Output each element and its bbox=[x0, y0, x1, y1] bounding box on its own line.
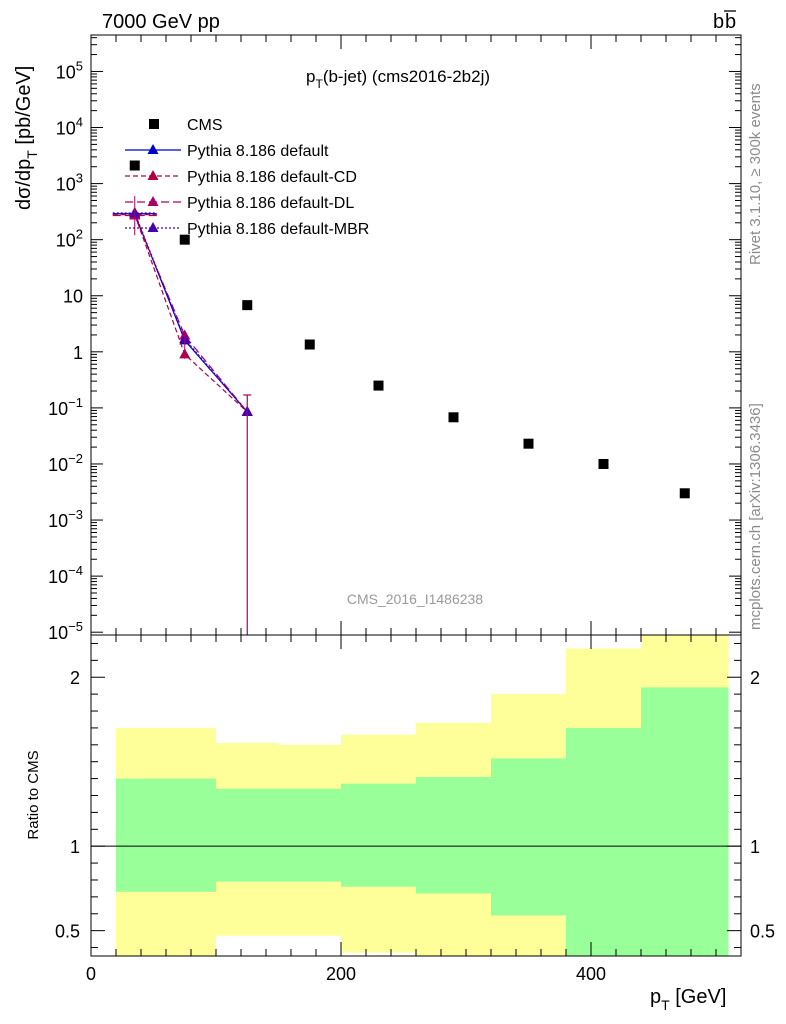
y-tick-label: 1 bbox=[73, 343, 83, 363]
ratio-band-inner bbox=[116, 778, 216, 892]
cms-point bbox=[523, 438, 534, 449]
series-line bbox=[134, 214, 248, 413]
mcplots-label: mcplots.cern.ch [arXiv:1306.3436] bbox=[747, 403, 764, 630]
legend-swatch bbox=[149, 119, 159, 129]
ratio-band-inner bbox=[341, 783, 416, 887]
ratio-y-axis-label: Ratio to CMS bbox=[25, 750, 42, 839]
y-tick-label: 105 bbox=[56, 58, 83, 82]
legend-label: Pythia 8.186 default-MBR bbox=[187, 221, 369, 238]
cms-point bbox=[679, 488, 690, 499]
x-tick-label: 0 bbox=[86, 964, 96, 984]
y-tick-label: 10−1 bbox=[48, 395, 83, 419]
main-panel: pT(b-jet) (cms2016-2b2j) CMS_2016_I14862… bbox=[13, 34, 742, 643]
legend-swatch-marker bbox=[147, 144, 159, 154]
legend-swatch-marker bbox=[147, 196, 159, 206]
x-tick-label: 200 bbox=[326, 964, 356, 984]
series-line bbox=[134, 213, 248, 413]
ratio-y-tick-label: 1 bbox=[70, 837, 80, 857]
energy-label: 7000 GeV pp bbox=[102, 11, 220, 33]
cms-point bbox=[179, 234, 190, 245]
cms-point bbox=[304, 339, 315, 350]
ratio-bands bbox=[116, 635, 729, 956]
legend-item: Pythia 8.186 default bbox=[125, 143, 329, 160]
cms-point bbox=[598, 458, 609, 469]
plot-title: pT(b-jet) (cms2016-2b2j) bbox=[306, 67, 490, 91]
legend-label: CMS bbox=[187, 117, 223, 134]
process-label: b b bbox=[713, 10, 736, 33]
ratio-panel: 0.5 0.5 1 1 2 2 0 200 400 Ratio to CMS pT [GeV] bbox=[25, 634, 775, 1013]
ratio-y-tick-label-right: 1 bbox=[750, 837, 760, 857]
y-tick-label: 103 bbox=[56, 171, 83, 195]
ratio-y-tick-label: 0.5 bbox=[55, 922, 80, 942]
legend-item: Pythia 8.186 default-DL bbox=[125, 195, 354, 212]
legend-item: Pythia 8.186 default-MBR bbox=[125, 221, 369, 238]
main-series bbox=[112, 196, 253, 635]
legend-label: Pythia 8.186 default-DL bbox=[187, 195, 354, 212]
legend: CMS Pythia 8.186 default Pythia 8.186 defa… bbox=[125, 117, 369, 238]
cms-point bbox=[242, 300, 253, 311]
y-tick-label: 10−3 bbox=[48, 507, 83, 531]
ratio-band-inner bbox=[216, 788, 279, 882]
legend-label: Pythia 8.186 default-CD bbox=[187, 169, 357, 186]
y-axis-label: dσ/dpT [pb/GeV] bbox=[13, 66, 40, 210]
cms-point bbox=[448, 412, 459, 423]
analysis-watermark: CMS_2016_I1486238 bbox=[347, 591, 483, 607]
ratio-band-inner bbox=[566, 727, 641, 956]
cms-point bbox=[373, 380, 384, 391]
cms-point bbox=[129, 160, 140, 171]
ratio-y-tick-label-right: 0.5 bbox=[750, 922, 775, 942]
legend-swatch-marker bbox=[147, 170, 159, 180]
ratio-band-inner bbox=[491, 758, 566, 916]
ratio-band-inner bbox=[416, 776, 491, 894]
y-tick-label: 10−5 bbox=[48, 619, 83, 643]
series-line bbox=[134, 215, 248, 413]
y-tick-label: 10 bbox=[63, 287, 83, 307]
legend-item: Pythia 8.186 default-CD bbox=[125, 169, 357, 186]
y-tick-label: 104 bbox=[56, 115, 83, 139]
series-line bbox=[134, 212, 248, 413]
process-b: b bbox=[713, 11, 724, 33]
y-tick-label: 102 bbox=[56, 227, 83, 251]
x-axis-label: pT [GeV] bbox=[650, 986, 726, 1013]
ratio-y-ticks: 0.5 0.5 1 1 2 2 bbox=[55, 642, 775, 949]
y-tick-label: 10−2 bbox=[48, 451, 83, 475]
legend-swatch-marker bbox=[147, 222, 159, 232]
ratio-frame bbox=[90, 634, 742, 957]
x-tick-label: 400 bbox=[576, 964, 606, 984]
legend-item: CMS bbox=[149, 117, 223, 134]
legend-label: Pythia 8.186 default bbox=[187, 143, 329, 160]
ratio-band-inner bbox=[278, 788, 341, 882]
y-tick-label: 10−4 bbox=[48, 563, 83, 587]
rivet-label: Rivet 3.1.10, ≥ 300k events bbox=[747, 83, 764, 265]
process-bbar: b bbox=[725, 11, 736, 33]
ratio-band-inner bbox=[641, 687, 729, 956]
ratio-y-tick-label: 2 bbox=[70, 668, 80, 688]
cms-points bbox=[129, 160, 690, 499]
ratio-y-tick-label-right: 2 bbox=[750, 668, 760, 688]
